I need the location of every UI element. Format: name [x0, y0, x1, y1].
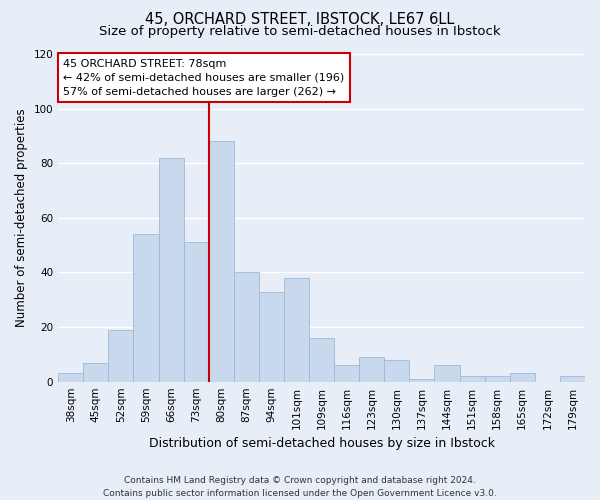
Bar	[259, 292, 284, 382]
Bar	[184, 242, 209, 382]
Bar	[560, 376, 585, 382]
Bar	[133, 234, 158, 382]
Text: 45, ORCHARD STREET, IBSTOCK, LE67 6LL: 45, ORCHARD STREET, IBSTOCK, LE67 6LL	[145, 12, 455, 28]
X-axis label: Distribution of semi-detached houses by size in Ibstock: Distribution of semi-detached houses by …	[149, 437, 494, 450]
Bar	[359, 357, 385, 382]
Bar	[309, 338, 334, 382]
Y-axis label: Number of semi-detached properties: Number of semi-detached properties	[15, 108, 28, 327]
Bar	[83, 362, 109, 382]
Text: 45 ORCHARD STREET: 78sqm
← 42% of semi-detached houses are smaller (196)
57% of : 45 ORCHARD STREET: 78sqm ← 42% of semi-d…	[64, 59, 344, 97]
Bar	[485, 376, 510, 382]
Bar	[385, 360, 409, 382]
Bar	[460, 376, 485, 382]
Bar	[234, 272, 259, 382]
Bar	[209, 142, 234, 382]
Bar	[284, 278, 309, 382]
Bar	[409, 379, 434, 382]
Bar	[109, 330, 133, 382]
Text: Contains HM Land Registry data © Crown copyright and database right 2024.
Contai: Contains HM Land Registry data © Crown c…	[103, 476, 497, 498]
Bar	[158, 158, 184, 382]
Bar	[58, 374, 83, 382]
Bar	[510, 374, 535, 382]
Bar	[334, 366, 359, 382]
Text: Size of property relative to semi-detached houses in Ibstock: Size of property relative to semi-detach…	[99, 25, 501, 38]
Bar	[434, 366, 460, 382]
